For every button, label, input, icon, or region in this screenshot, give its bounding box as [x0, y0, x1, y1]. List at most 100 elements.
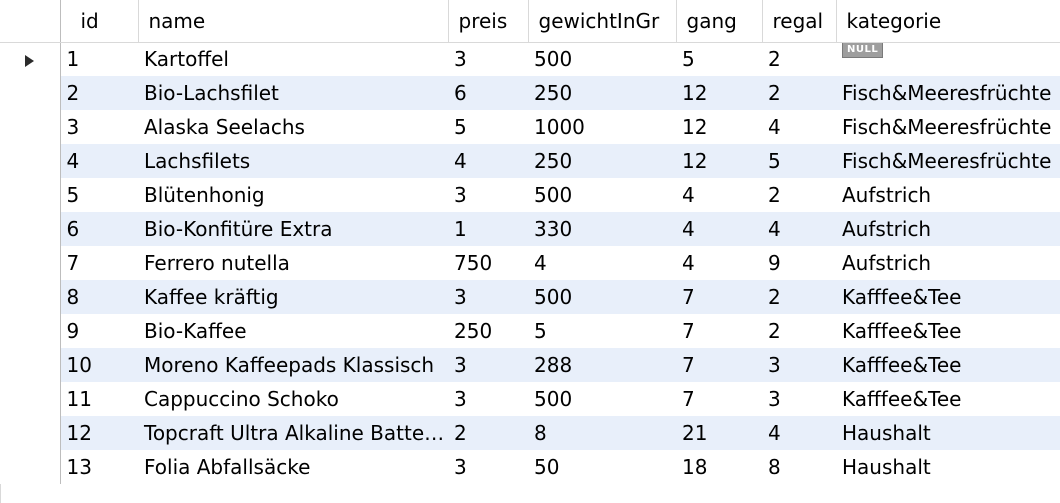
column-header-name[interactable]: name	[138, 0, 449, 43]
cell-regal[interactable]: 3	[762, 382, 836, 416]
cell-gewichtingr[interactable]: 288	[528, 348, 676, 382]
cell-kategorie[interactable]: Kafffee&Tee	[836, 348, 1060, 382]
row-selector[interactable]	[0, 144, 61, 178]
cell-regal[interactable]: 5	[762, 144, 836, 178]
cell-preis[interactable]: 6	[448, 76, 528, 110]
cell-preis[interactable]: 1	[448, 212, 528, 246]
cell-preis[interactable]: 3	[448, 450, 528, 484]
cell-id[interactable]: 10	[60, 348, 138, 382]
cell-name[interactable]: Bio-Kaffee	[138, 314, 448, 348]
cell-preis[interactable]: 250	[448, 314, 528, 348]
cell-regal[interactable]: 2	[762, 280, 836, 314]
cell-kategorie[interactable]: Aufstrich	[836, 178, 1060, 212]
column-header-regal[interactable]: regal	[762, 0, 837, 43]
table-row[interactable]: 1 Kartoffel 3 500 5 2 NULL	[0, 42, 1060, 76]
cell-preis[interactable]: 5	[448, 110, 528, 144]
cell-id[interactable]: 13	[60, 450, 138, 484]
cell-regal[interactable]: 3	[762, 348, 836, 382]
cell-gang[interactable]: 12	[676, 110, 762, 144]
cell-preis[interactable]: 750	[448, 246, 528, 280]
column-header-gang[interactable]: gang	[676, 0, 763, 43]
cell-gang[interactable]: 5	[676, 42, 762, 76]
cell-name[interactable]: Kaffee kräftig	[138, 280, 448, 314]
row-selector[interactable]	[0, 280, 61, 314]
row-selector[interactable]	[0, 42, 61, 76]
cell-name[interactable]: Blütenhonig	[138, 178, 448, 212]
cell-name[interactable]: Cappuccino Schoko	[138, 382, 448, 416]
cell-id[interactable]: 5	[60, 178, 138, 212]
row-selector[interactable]	[0, 450, 61, 484]
row-selector[interactable]	[0, 416, 61, 450]
cell-regal[interactable]: 4	[762, 416, 836, 450]
cell-regal[interactable]: 2	[762, 42, 836, 76]
row-selector[interactable]	[0, 314, 61, 348]
cell-id[interactable]: 12	[60, 416, 138, 450]
column-header-preis[interactable]: preis	[448, 0, 529, 43]
cell-gewichtingr[interactable]: 4	[528, 246, 676, 280]
cell-gewichtingr[interactable]: 50	[528, 450, 676, 484]
cell-gang[interactable]: 4	[676, 178, 762, 212]
cell-gewichtingr[interactable]: 8	[528, 416, 676, 450]
cell-gewichtingr[interactable]: 500	[528, 382, 676, 416]
cell-gang[interactable]: 4	[676, 212, 762, 246]
cell-name[interactable]: Bio-Konfitüre Extra	[138, 212, 448, 246]
cell-gewichtingr[interactable]: 500	[528, 42, 676, 76]
cell-kategorie[interactable]: Fisch&Meeresfrüchte	[836, 144, 1060, 178]
cell-gang[interactable]: 4	[676, 246, 762, 280]
table-row[interactable]: 4 Lachsfilets 4 250 12 5 Fisch&Meeresfrüchte	[0, 144, 1060, 178]
cell-preis[interactable]: 3	[448, 382, 528, 416]
cell-regal[interactable]: 2	[762, 76, 836, 110]
cell-gewichtingr[interactable]: 1000	[528, 110, 676, 144]
cell-id[interactable]: 8	[60, 280, 138, 314]
column-header-id[interactable]: id	[60, 0, 139, 43]
cell-gewichtingr[interactable]: 250	[528, 76, 676, 110]
table-row[interactable]: 3 Alaska Seelachs 5 1000 12 4 Fisch&Meeresfrüc…	[0, 110, 1060, 144]
cell-gewichtingr[interactable]: 500	[528, 178, 676, 212]
cell-preis[interactable]: 2	[448, 416, 528, 450]
cell-id[interactable]: 1	[60, 42, 138, 76]
cell-preis[interactable]: 3	[448, 348, 528, 382]
table-row[interactable]: 7 Ferrero nutella 750 4 4 9 Aufstrich	[0, 246, 1060, 280]
column-header-kategorie[interactable]: kategorie	[836, 0, 1060, 43]
cell-kategorie[interactable]: Aufstrich	[836, 212, 1060, 246]
table-row[interactable]: 11 Cappuccino Schoko 3 500 7 3 Kafffee&Tee	[0, 382, 1060, 416]
cell-name[interactable]: Alaska Seelachs	[138, 110, 448, 144]
cell-preis[interactable]: 3	[448, 178, 528, 212]
cell-name[interactable]: Lachsfilets	[138, 144, 448, 178]
cell-regal[interactable]: 9	[762, 246, 836, 280]
cell-kategorie[interactable]: Haushalt	[836, 416, 1060, 450]
cell-id[interactable]: 11	[60, 382, 138, 416]
cell-id[interactable]: 2	[60, 76, 138, 110]
table-row[interactable]: 6 Bio-Konfitüre Extra 1 330 4 4 Aufstrich	[0, 212, 1060, 246]
row-selector[interactable]	[0, 212, 61, 246]
cell-id[interactable]: 4	[60, 144, 138, 178]
column-header-gewichtingr[interactable]: gewichtInGr	[528, 0, 677, 43]
select-all-corner[interactable]	[0, 0, 61, 43]
cell-name[interactable]: Kartoffel	[138, 42, 448, 76]
table-row[interactable]: 13 Folia Abfallsäcke 3 50 18 8 Haushalt	[0, 450, 1060, 484]
cell-kategorie[interactable]: Haushalt	[836, 450, 1060, 484]
cell-gang[interactable]: 12	[676, 76, 762, 110]
row-selector[interactable]	[0, 382, 61, 416]
cell-kategorie[interactable]: Kafffee&Tee	[836, 382, 1060, 416]
cell-gewichtingr[interactable]: 330	[528, 212, 676, 246]
cell-gang[interactable]: 7	[676, 314, 762, 348]
table-row[interactable]: 8 Kaffee kräftig 3 500 7 2 Kafffee&Tee	[0, 280, 1060, 314]
row-selector[interactable]	[0, 178, 61, 212]
cell-gang[interactable]: 18	[676, 450, 762, 484]
cell-id[interactable]: 3	[60, 110, 138, 144]
row-selector[interactable]	[0, 348, 61, 382]
cell-gewichtingr[interactable]: 250	[528, 144, 676, 178]
row-selector[interactable]	[0, 76, 61, 110]
cell-id[interactable]: 7	[60, 246, 138, 280]
cell-preis[interactable]: 3	[448, 280, 528, 314]
cell-gewichtingr[interactable]: 500	[528, 280, 676, 314]
table-row[interactable]: 2 Bio-Lachsfilet 6 250 12 2 Fisch&Meeresfrücht…	[0, 76, 1060, 110]
cell-regal[interactable]: 4	[762, 110, 836, 144]
cell-gewichtingr[interactable]: 5	[528, 314, 676, 348]
cell-gang[interactable]: 12	[676, 144, 762, 178]
cell-id[interactable]: 9	[60, 314, 138, 348]
cell-name[interactable]: Bio-Lachsfilet	[138, 76, 448, 110]
cell-name[interactable]: Moreno Kaffeepads Klassisch	[138, 348, 448, 382]
row-selector[interactable]	[0, 110, 61, 144]
